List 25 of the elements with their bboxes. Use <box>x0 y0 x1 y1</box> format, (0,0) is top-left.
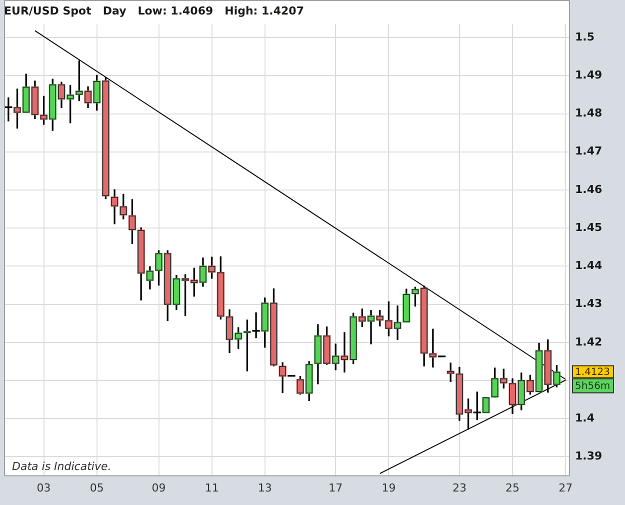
x-tick-label: 17 <box>328 481 343 494</box>
x-tick-label: 13 <box>258 481 272 494</box>
x-tick-label: 19 <box>382 481 396 494</box>
y-tick-label: 1.44 <box>575 259 602 272</box>
y-tick-label: 1.49 <box>575 68 602 82</box>
x-tick-label: 23 <box>452 481 466 494</box>
y-tick-label: 1.4 <box>575 411 595 424</box>
y-tick-label: 1.48 <box>575 106 602 120</box>
x-tick-label: 25 <box>506 481 520 494</box>
annotation: 1.4123 <box>575 366 610 378</box>
x-tick-label: 03 <box>36 481 51 494</box>
chart-title: EUR/USD Spot Day Low: 1.4069 High: 1.4207 <box>4 4 304 18</box>
annotation: Data is Indicative. <box>12 460 112 473</box>
x-tick-label: 11 <box>204 481 219 494</box>
y-tick-label: 1.43 <box>575 297 602 310</box>
y-tick-label: 1.39 <box>575 450 602 463</box>
y-tick-label: 1.46 <box>575 182 602 196</box>
y-tick-label: 1.45 <box>575 220 602 234</box>
x-tick-label: 05 <box>90 481 104 494</box>
y-tick-label: 1.5 <box>575 30 594 44</box>
x-tick-label: 09 <box>152 481 166 494</box>
text: 5h56m <box>575 380 610 392</box>
y-tick-label: 1.42 <box>575 335 602 348</box>
x-tick-label: 27 <box>558 481 573 494</box>
y-tick-label: 1.47 <box>575 144 602 158</box>
